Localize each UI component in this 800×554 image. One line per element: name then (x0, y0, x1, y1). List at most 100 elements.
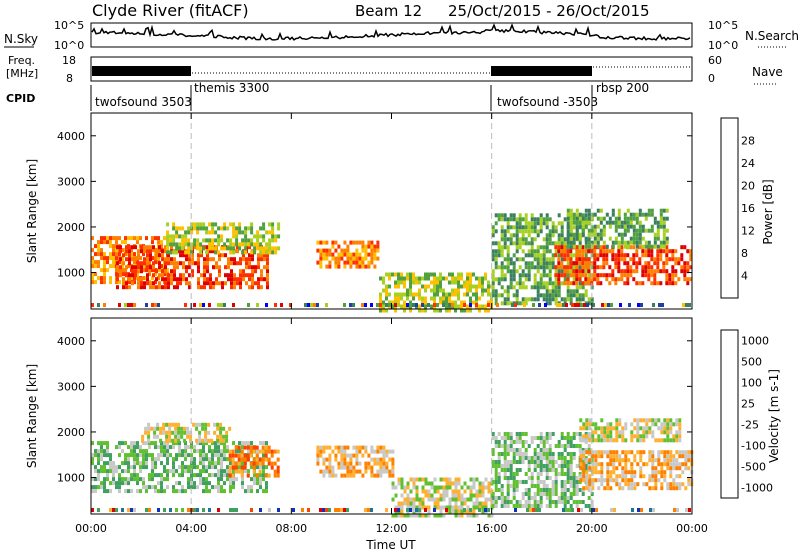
echo-cell (609, 486, 613, 491)
echo-cell (512, 241, 516, 246)
echo-cell (641, 269, 645, 274)
echo-cell (481, 280, 484, 285)
noise-sky-trace (91, 23, 691, 42)
echo-cell (193, 508, 196, 512)
echo-cell (653, 281, 657, 286)
echo-cell (527, 496, 531, 500)
velocity-colorbar-tick-label: 500 (741, 356, 762, 369)
echo-cell (579, 418, 583, 423)
echo-cell (355, 256, 359, 261)
echo-cell (600, 434, 604, 439)
echo-cell (545, 233, 549, 238)
echo-cell (181, 473, 184, 478)
echo-cell (575, 269, 579, 274)
echo-cell (448, 300, 451, 305)
echo-cell (678, 474, 682, 479)
echo-cell (515, 460, 519, 464)
echo-cell (228, 453, 232, 458)
echo-cell (249, 449, 253, 454)
echo-cell (515, 448, 519, 452)
echo-cell (603, 450, 607, 455)
echo-cell (521, 444, 525, 448)
echo-cell (406, 276, 409, 281)
echo-cell (647, 244, 651, 249)
echo-cell (624, 450, 628, 455)
echo-cell (149, 253, 152, 258)
echo-cell (581, 265, 585, 270)
echo-cell (217, 508, 220, 512)
echo-cell (638, 208, 642, 213)
echo-cell (239, 285, 242, 290)
echo-cell (635, 253, 639, 258)
echo-cell (539, 468, 543, 472)
echo-cell (364, 248, 368, 253)
echo-cell (248, 261, 251, 266)
echo-cell (569, 225, 573, 230)
echo-cell (382, 445, 386, 450)
power-colorbar-label: Power [dB] (761, 179, 775, 244)
echo-cell (665, 277, 669, 282)
echo-cell (147, 434, 151, 439)
echo-cell (448, 481, 452, 486)
echo-cell (142, 461, 145, 466)
echo-cell (156, 426, 160, 431)
echo-cell (599, 245, 603, 250)
echo-cell (251, 253, 254, 258)
echo-cell (662, 261, 666, 266)
echo-cell (487, 300, 490, 305)
echo-cell (236, 281, 239, 286)
echo-cell (503, 448, 507, 452)
echo-cell (181, 508, 184, 512)
echo-cell (639, 434, 643, 439)
echo-cell (551, 468, 555, 472)
echo-cell (669, 462, 673, 467)
echo-cell (94, 244, 97, 249)
echo-cell (124, 240, 127, 245)
echo-cell (409, 292, 412, 297)
echo-cell (524, 273, 528, 278)
echo-cell (180, 434, 184, 439)
echo-cell (199, 250, 203, 255)
echo-cell (160, 477, 163, 482)
echo-cell (385, 272, 388, 277)
echo-cell (207, 438, 211, 443)
echo-cell (687, 466, 691, 471)
echo-cell (618, 422, 622, 427)
echo-cell (497, 213, 501, 218)
echo-cell (548, 504, 552, 508)
echo-cell (255, 461, 259, 466)
echo-cell (412, 481, 416, 486)
echo-cell (469, 272, 472, 277)
echo-cell (340, 465, 344, 470)
echo-cell (212, 281, 215, 286)
echo-cell (131, 273, 134, 278)
echo-cell (530, 480, 534, 484)
echo-cell (487, 489, 491, 494)
echo-cell (157, 248, 160, 253)
echo-cell (175, 246, 179, 251)
echo-cell (121, 441, 124, 446)
echo-cell (475, 284, 478, 289)
echo-cell (521, 237, 525, 242)
echo-cell (259, 250, 263, 255)
echo-cell (651, 474, 655, 479)
echo-cell (202, 226, 206, 231)
echo-cell (189, 438, 193, 443)
echo-cell (403, 501, 407, 506)
echo-cell (328, 260, 332, 265)
echo-cell (566, 496, 570, 500)
echo-cell (506, 488, 510, 492)
echo-cell (358, 256, 362, 261)
echo-cell (506, 221, 510, 226)
echo-cell (211, 485, 214, 490)
echo-cell (433, 497, 437, 502)
echo-cell (202, 449, 205, 454)
echo-cell (217, 242, 221, 247)
echo-cell (530, 225, 534, 230)
echo-cell (253, 242, 257, 247)
echo-cell (343, 445, 347, 450)
echo-cell (593, 249, 597, 254)
echo-cell (563, 257, 567, 262)
echo-cell (109, 240, 112, 245)
echo-cell (584, 236, 588, 241)
